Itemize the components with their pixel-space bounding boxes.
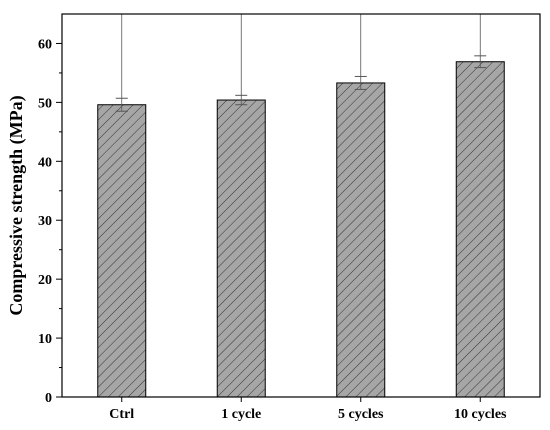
x-tick-label: 10 cycles <box>454 407 507 422</box>
bar <box>216 99 266 398</box>
x-tick-label: Ctrl <box>109 407 134 422</box>
x-tick-label: 5 cycles <box>338 407 384 422</box>
y-tick-label: 50 <box>38 96 52 111</box>
bar <box>97 104 147 398</box>
y-tick-label: 10 <box>38 332 52 347</box>
plot-frame <box>61 13 541 398</box>
bar <box>336 82 386 398</box>
y-axis-title: Compressive strength (MPa) <box>6 95 27 315</box>
y-tick-label: 40 <box>38 155 52 170</box>
plot-area: 0 10 20 30 40 50 60 Ctrl 1 cycle 5 cycles 10 cycle… <box>38 13 541 422</box>
bar <box>455 61 505 398</box>
y-tick-label: 60 <box>38 37 52 52</box>
y-tick-label: 30 <box>38 214 52 229</box>
y-tick-label: 0 <box>45 391 52 406</box>
y-tick-label: 20 <box>38 273 52 288</box>
x-tick-label: 1 cycle <box>221 407 261 422</box>
